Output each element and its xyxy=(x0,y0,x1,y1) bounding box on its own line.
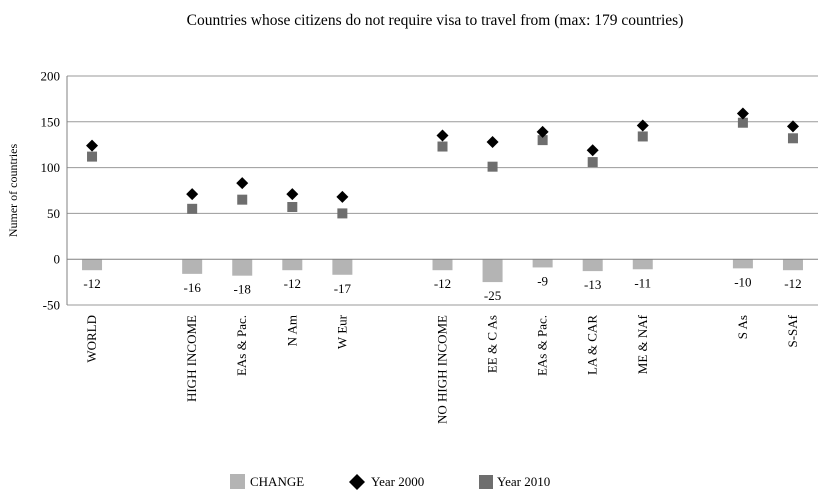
category-label-11: ME & NAf xyxy=(635,314,650,374)
year-2010-marker-7 xyxy=(437,141,448,152)
category-label-4: N Am xyxy=(284,315,299,346)
category-label-3: EAs & Pac. xyxy=(234,315,249,376)
change-bar-8 xyxy=(482,259,503,283)
change-bar-0 xyxy=(82,259,103,271)
y-tick-label-0: -50 xyxy=(43,298,60,313)
year-2010-marker-5 xyxy=(337,208,348,219)
change-bar-7 xyxy=(432,259,453,271)
year-2010-marker-4 xyxy=(287,201,298,212)
year-2010-marker-3 xyxy=(237,194,248,205)
year-2000-marker-9 xyxy=(536,125,549,138)
year-2010-marker-0 xyxy=(87,151,98,162)
year-2000-marker-7 xyxy=(436,129,449,142)
chart-title: Countries whose citizens do not require … xyxy=(187,12,684,29)
legend: CHANGE Year 2000 Year 2010 xyxy=(230,474,550,490)
change-bar-2 xyxy=(182,259,203,274)
year-2000-marker-11 xyxy=(636,119,649,132)
change-bar-13 xyxy=(732,259,753,269)
year-2000-marker-14 xyxy=(786,120,799,133)
category-label-7: NO HIGH INCOME xyxy=(435,315,450,424)
change-bar-10 xyxy=(582,259,603,272)
y-axis-title: Numer of countries xyxy=(6,144,20,238)
year-2010-marker-9 xyxy=(537,135,548,146)
category-label-14: S-SAf xyxy=(785,314,800,347)
data-label-7: -12 xyxy=(434,276,451,291)
legend-change-swatch xyxy=(230,474,245,489)
change-bar-11 xyxy=(632,259,653,270)
data-label-2: -16 xyxy=(183,280,201,295)
markers xyxy=(86,107,799,219)
data-label-0: -12 xyxy=(83,276,100,291)
year-2010-marker-11 xyxy=(637,131,648,142)
category-label-2: HIGH INCOME xyxy=(184,315,199,402)
change-bar-3 xyxy=(232,259,253,276)
change-bar-9 xyxy=(532,259,553,268)
category-labels: WORLD HIGH INCOME EAs & Pac. N Am W Eur NO HI… xyxy=(84,314,800,424)
y-tick-label-5: 200 xyxy=(41,69,61,84)
data-label-3: -18 xyxy=(234,282,251,297)
year-2010-marker-10 xyxy=(587,157,598,168)
category-label-10: LA & CAR xyxy=(585,315,600,375)
year-2000-marker-4 xyxy=(286,188,299,201)
legend-year-2000-swatch xyxy=(349,474,365,490)
data-label-4: -12 xyxy=(284,276,301,291)
y-tick-label-3: 100 xyxy=(41,160,61,175)
data-label-14: -12 xyxy=(784,276,801,291)
year-2000-marker-0 xyxy=(86,139,99,152)
legend-year-2010-label: Year 2010 xyxy=(497,474,550,489)
data-label-9: -9 xyxy=(537,273,548,288)
year-2000-marker-8 xyxy=(486,135,499,148)
legend-year-2000-label: Year 2000 xyxy=(371,474,424,489)
change-bar-5 xyxy=(332,259,353,275)
data-label-8: -25 xyxy=(484,288,501,303)
legend-year-2010-swatch xyxy=(479,475,493,489)
data-labels: -12 -16 -18 -12 -17 -12 -25 -9 -13 -11 -10 -12 xyxy=(83,273,801,303)
year-2010-marker-8 xyxy=(487,161,498,172)
y-tick-labels: -50 0 50 100 150 200 xyxy=(41,69,61,313)
year-2000-marker-10 xyxy=(586,144,599,157)
data-label-10: -13 xyxy=(584,277,601,292)
data-label-5: -17 xyxy=(334,281,352,296)
year-2010-marker-13 xyxy=(737,117,748,128)
category-label-5: W Eur xyxy=(334,314,349,349)
y-tick-label-4: 150 xyxy=(41,114,61,129)
category-label-9: EAs & Pac. xyxy=(535,315,550,376)
year-2000-marker-3 xyxy=(236,177,249,190)
year-2000-marker-2 xyxy=(186,188,199,201)
year-2000-marker-5 xyxy=(336,190,349,203)
y-tick-label-1: 0 xyxy=(54,252,61,267)
change-bar-14 xyxy=(782,259,803,271)
data-label-11: -11 xyxy=(634,275,651,290)
category-label-13: S As xyxy=(735,315,750,339)
year-2010-marker-2 xyxy=(187,203,198,214)
data-label-13: -10 xyxy=(734,274,751,289)
legend-change-label: CHANGE xyxy=(250,474,304,489)
change-bars xyxy=(82,259,803,283)
year-2000-marker-13 xyxy=(736,107,749,120)
y-tick-label-2: 50 xyxy=(47,206,60,221)
change-bar-4 xyxy=(282,259,303,271)
category-label-8: EE & C As xyxy=(485,315,500,373)
gridlines xyxy=(67,75,818,306)
category-label-0: WORLD xyxy=(84,315,99,363)
year-2010-marker-14 xyxy=(787,133,798,144)
